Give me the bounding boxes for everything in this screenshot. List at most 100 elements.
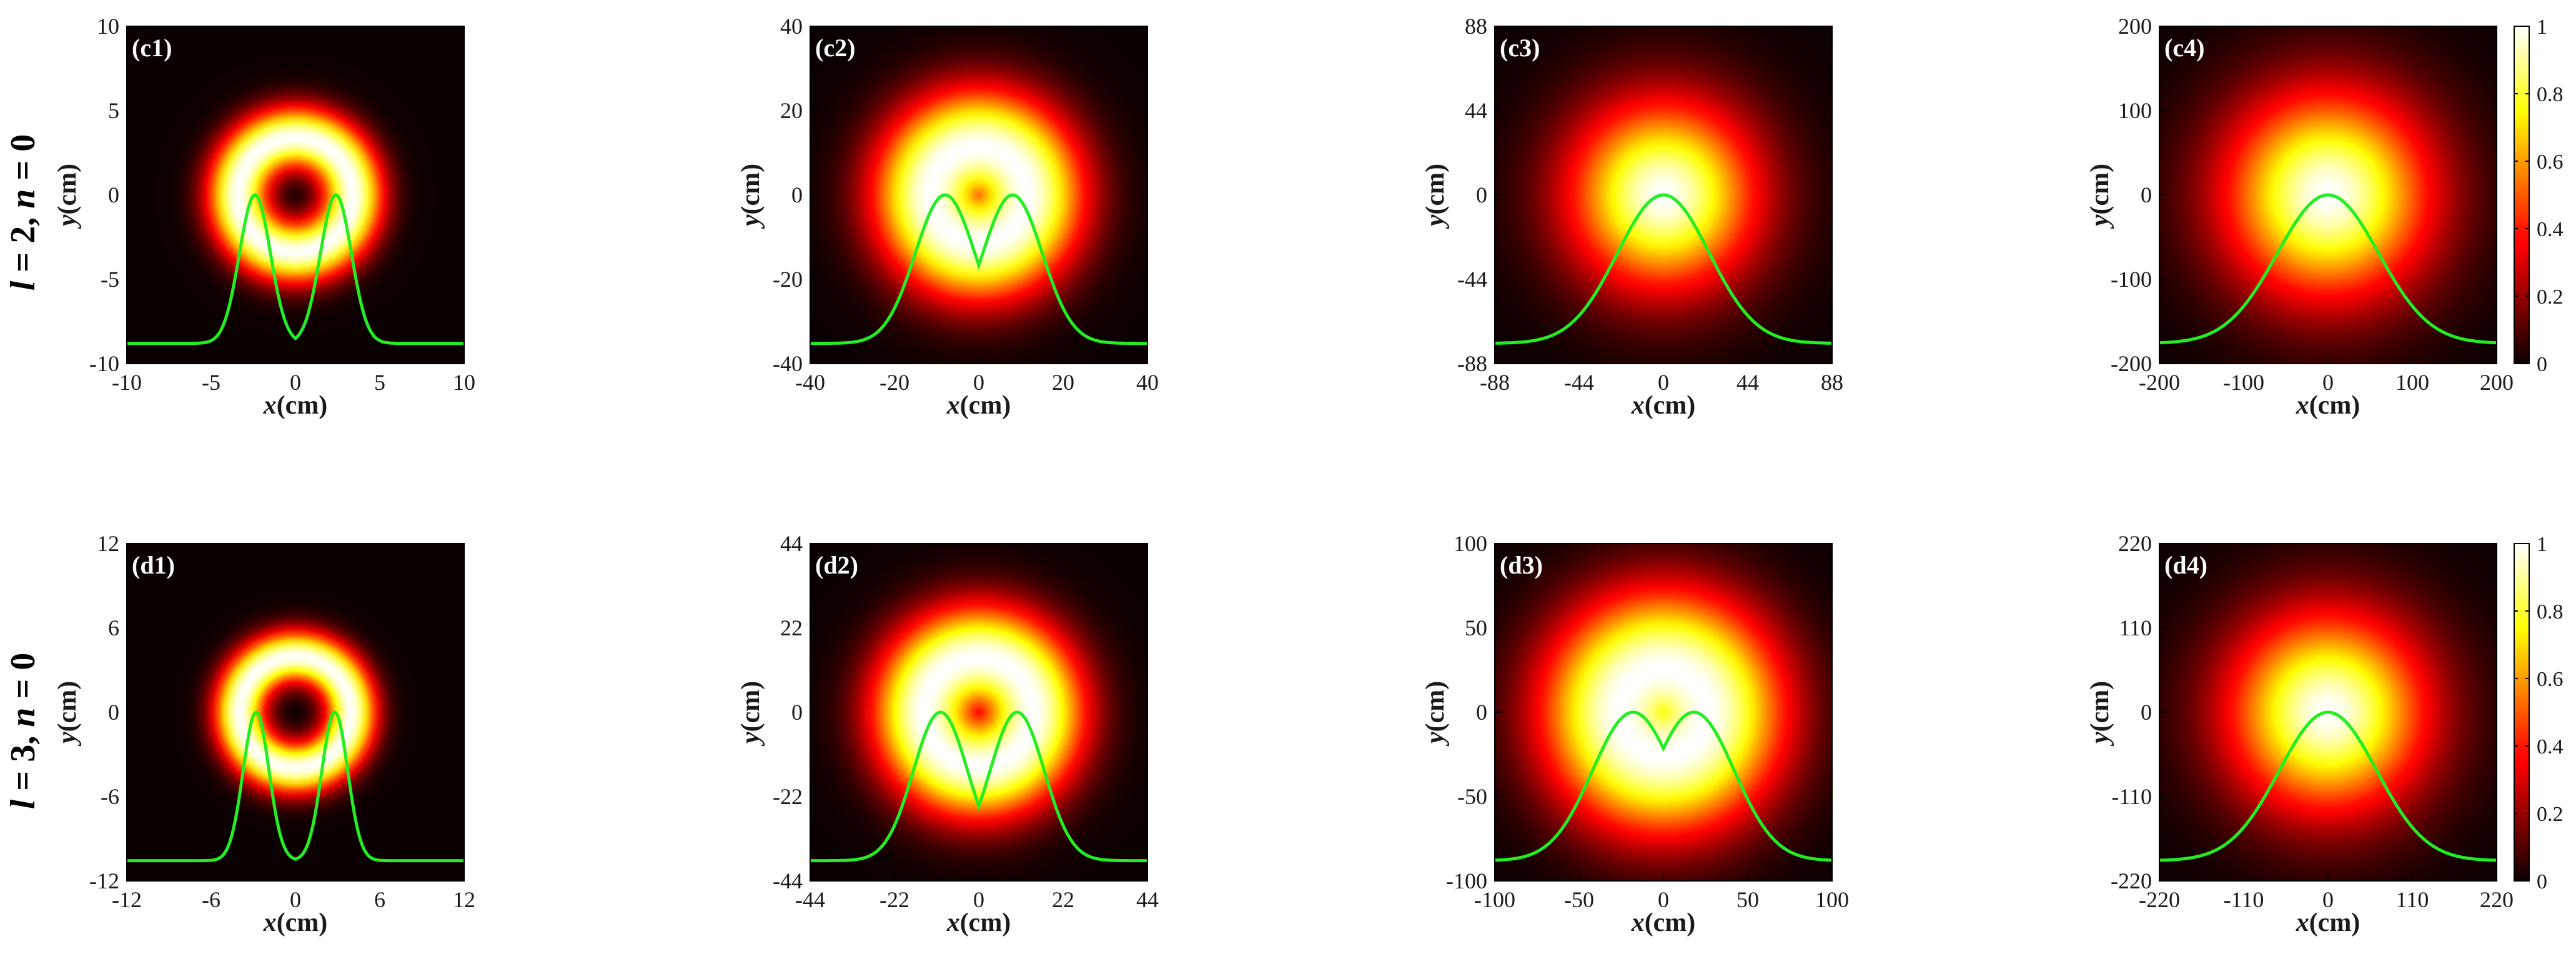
x-tick-label: 20 bbox=[1052, 370, 1074, 395]
x-axis-label: x(cm) bbox=[946, 391, 1011, 420]
colorbar-gradient bbox=[2514, 543, 2530, 882]
y-tick-label: -110 bbox=[2111, 784, 2152, 809]
y-tick-label: -22 bbox=[773, 784, 803, 809]
x-tick-label: 50 bbox=[1736, 887, 1759, 912]
y-tick-label: 0 bbox=[791, 182, 803, 207]
x-axis-label: x(cm) bbox=[1631, 908, 1696, 937]
heatmap-intensity bbox=[810, 26, 1147, 364]
y-tick-label: 0 bbox=[1476, 182, 1487, 207]
x-tick-label: -44 bbox=[795, 887, 825, 912]
x-tick-label: -50 bbox=[1564, 887, 1594, 912]
x-tick-label: 0 bbox=[973, 887, 984, 912]
y-tick-label: 88 bbox=[1465, 14, 1487, 39]
panels-group: (c1)-10 -5 0 5 101050-5-10x(cm)y(cm)(c2)-40-… bbox=[53, 14, 2564, 937]
x-tick-label: 0 bbox=[2322, 370, 2334, 395]
panel-d3: (d3) -100 -50 0 50 100 100 50 0 -50 -100 x(cm) y(cm) bbox=[1421, 531, 1849, 937]
colorbar-tick-label: 1 bbox=[2537, 16, 2547, 39]
colorbar-tick-label: 0.2 bbox=[2537, 803, 2564, 826]
x-tick-label: -220 bbox=[2139, 887, 2180, 912]
panel-d1: (d1) -12 -6 0 6 12 12 6 0 -6 -12 x(cm) y(cm) bbox=[53, 531, 475, 937]
y-axis-label: y(cm) bbox=[1421, 164, 1450, 229]
row-label-2: l = 3, n = 0 bbox=[4, 653, 42, 810]
x-tick-label: 0 bbox=[973, 370, 984, 395]
heatmap-intensity bbox=[127, 26, 464, 364]
profile-curve bbox=[127, 710, 464, 863]
y-axis-label: y(cm) bbox=[53, 164, 82, 229]
row-label-2-n: n bbox=[4, 708, 42, 727]
x-tick-label: 0 bbox=[290, 887, 301, 912]
y-tick-label: -5 bbox=[101, 267, 119, 292]
y-tick-label: -88 bbox=[1457, 351, 1487, 376]
y-tick-label: 220 bbox=[2118, 531, 2152, 556]
x-tick-label: -12 bbox=[112, 887, 142, 912]
x-axis-label: x(cm) bbox=[263, 391, 328, 420]
y-tick-label: 0 bbox=[108, 700, 119, 725]
panel-tag: (c2) bbox=[815, 34, 855, 62]
panel-tag: (c1) bbox=[132, 34, 172, 62]
x-tick-label: 5 bbox=[374, 370, 385, 395]
y-tick-label: 6 bbox=[108, 615, 119, 640]
y-tick-label: 200 bbox=[2118, 14, 2152, 39]
y-tick-label: 110 bbox=[2119, 615, 2152, 640]
heatmap-intensity bbox=[2159, 26, 2497, 364]
y-tick-label: -6 bbox=[101, 784, 119, 809]
x-tick-label: 200 bbox=[2480, 370, 2514, 395]
panel-tag: (d1) bbox=[132, 551, 175, 579]
x-tick-label: 0 bbox=[1658, 887, 1669, 912]
y-tick-label: 50 bbox=[1465, 615, 1487, 640]
y-tick-label: 100 bbox=[2118, 98, 2152, 123]
x-tick-label: -10 bbox=[112, 370, 142, 395]
x-tick-label: -200 bbox=[2139, 370, 2180, 395]
y-tick-label: -100 bbox=[1446, 868, 1487, 893]
x-axis-label: x(cm) bbox=[2296, 391, 2361, 420]
x-tick-label: 6 bbox=[374, 887, 385, 912]
x-tick-label: -88 bbox=[1480, 370, 1510, 395]
colorbar-tick-label: 0.6 bbox=[2537, 151, 2564, 174]
y-tick-label: 12 bbox=[97, 531, 119, 556]
x-tick-label: 12 bbox=[453, 887, 475, 912]
x-tick-label: 10 bbox=[453, 370, 475, 395]
x-tick-label: 40 bbox=[1136, 370, 1159, 395]
panel-d2: (d2) -44 -22 0 22 44 44 22 0 -22 -44 x(cm) y(cm) bbox=[736, 531, 1159, 937]
profile-curve bbox=[810, 710, 1147, 863]
panel-tag: (d4) bbox=[2164, 551, 2207, 579]
panel-c3: (c3) -88 -44 0 44 88 88 44 0 -44 -88 x(cm) y(cm) bbox=[1421, 14, 1843, 420]
row-label-1-l: l bbox=[4, 281, 42, 291]
colorbar-tick-label: 0.4 bbox=[2537, 218, 2564, 241]
x-tick-label: 88 bbox=[1821, 370, 1843, 395]
y-tick-label: 0 bbox=[791, 700, 803, 725]
profile-curve bbox=[1495, 193, 1832, 345]
y-tick-label: -44 bbox=[1457, 267, 1487, 292]
y-tick-label: -200 bbox=[2111, 351, 2152, 376]
profile-curve bbox=[2159, 193, 2497, 345]
y-tick-label: 0 bbox=[2141, 182, 2152, 207]
colorbar-tick-label: 0.8 bbox=[2537, 83, 2564, 106]
x-tick-label: 0 bbox=[1658, 370, 1669, 395]
row-label-1-n: n bbox=[4, 189, 42, 209]
x-axis-label: x(cm) bbox=[263, 908, 328, 937]
y-tick-label: 100 bbox=[1454, 531, 1487, 556]
x-tick-label: -6 bbox=[202, 887, 220, 912]
x-tick-label: -44 bbox=[1564, 370, 1594, 395]
colorbar-tick-label: 0.2 bbox=[2537, 286, 2564, 309]
colorbar-tick-label: 0 bbox=[2537, 870, 2547, 893]
row-label-1-eq1: = 2, bbox=[4, 209, 42, 281]
x-axis-label: x(cm) bbox=[2296, 908, 2361, 937]
y-tick-label: -220 bbox=[2111, 868, 2152, 893]
colorbar-gradient bbox=[2514, 26, 2530, 364]
y-axis-label: y(cm) bbox=[736, 681, 765, 747]
profile-curve bbox=[1494, 710, 1833, 862]
x-tick-label: -20 bbox=[879, 370, 909, 395]
panel-tag: (c4) bbox=[2164, 34, 2204, 62]
y-tick-label: -50 bbox=[1457, 784, 1487, 809]
y-tick-label: -44 bbox=[773, 868, 803, 893]
x-tick-label: 220 bbox=[2480, 887, 2514, 912]
y-tick-label: -20 bbox=[773, 267, 803, 292]
y-tick-label: 40 bbox=[780, 14, 803, 39]
profile-curve bbox=[2159, 710, 2497, 862]
row-label-1: l = 2, n = 0 bbox=[4, 134, 42, 291]
y-axis-label: y(cm) bbox=[2086, 164, 2114, 229]
row-label-1-eq2: = 0 bbox=[4, 134, 42, 189]
panel-tag: (d2) bbox=[815, 551, 858, 579]
